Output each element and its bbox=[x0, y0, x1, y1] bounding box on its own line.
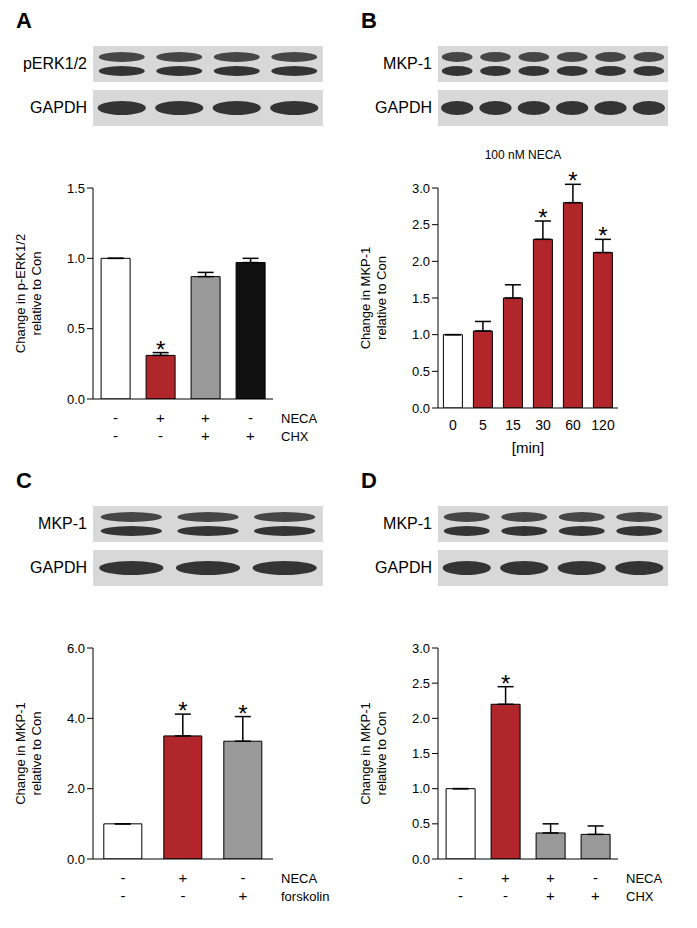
svg-text:relative to Con: relative to Con bbox=[29, 712, 44, 796]
svg-text:NECA: NECA bbox=[626, 871, 662, 886]
svg-text:2.0: 2.0 bbox=[67, 781, 85, 796]
svg-text:-: - bbox=[248, 409, 253, 426]
svg-text:-: - bbox=[121, 887, 126, 904]
svg-text:Change in MKP-1: Change in MKP-1 bbox=[13, 702, 28, 805]
svg-text:+: + bbox=[546, 887, 555, 904]
svg-text:+: + bbox=[501, 869, 510, 886]
html-text:D: D bbox=[361, 468, 377, 493]
html-text:GAPDH: GAPDH bbox=[30, 99, 87, 116]
svg-text:0.0: 0.0 bbox=[67, 852, 85, 867]
svg-text:0.5: 0.5 bbox=[67, 321, 85, 336]
svg-text:0.0: 0.0 bbox=[67, 392, 85, 407]
svg-text:5: 5 bbox=[479, 417, 487, 433]
html-text:pERK1/2: pERK1/2 bbox=[23, 55, 87, 72]
svg-text:-: - bbox=[113, 427, 118, 444]
svg-text:120: 120 bbox=[591, 417, 615, 433]
svg-text:15: 15 bbox=[505, 417, 521, 433]
svg-text:NECA: NECA bbox=[281, 871, 317, 886]
svg-text:relative to Con: relative to Con bbox=[374, 712, 389, 796]
svg-text:2.5: 2.5 bbox=[412, 676, 430, 691]
svg-text:+: + bbox=[156, 409, 165, 426]
svg-text:[min]: [min] bbox=[512, 439, 545, 456]
svg-text:relative to Con: relative to Con bbox=[374, 256, 389, 340]
svg-text:3.0: 3.0 bbox=[412, 641, 430, 656]
svg-text:2.0: 2.0 bbox=[412, 254, 430, 269]
svg-text:+: + bbox=[201, 427, 210, 444]
svg-text:-: - bbox=[121, 869, 126, 886]
svg-text:-: - bbox=[458, 869, 463, 886]
svg-text:3.0: 3.0 bbox=[412, 181, 430, 196]
svg-text:0: 0 bbox=[449, 417, 457, 433]
html-text:MKP-1: MKP-1 bbox=[383, 515, 432, 532]
svg-text:+: + bbox=[591, 887, 600, 904]
svg-text:1.5: 1.5 bbox=[412, 291, 430, 306]
svg-text:Change in MKP-1: Change in MKP-1 bbox=[358, 702, 373, 805]
svg-text:CHX: CHX bbox=[626, 889, 654, 904]
svg-text:-: - bbox=[181, 887, 186, 904]
svg-text:forskolin: forskolin bbox=[281, 889, 329, 904]
svg-text:1.5: 1.5 bbox=[67, 181, 85, 196]
html-text:MKP-1: MKP-1 bbox=[38, 515, 87, 532]
svg-text:60: 60 bbox=[565, 417, 581, 433]
svg-text:+: + bbox=[546, 869, 555, 886]
svg-text:-: - bbox=[458, 887, 463, 904]
svg-text:NECA: NECA bbox=[281, 411, 317, 426]
svg-text:-: - bbox=[503, 887, 508, 904]
svg-text:+: + bbox=[179, 869, 188, 886]
html-text:B: B bbox=[361, 8, 377, 33]
svg-text:6.0: 6.0 bbox=[67, 641, 85, 656]
svg-text:0.0: 0.0 bbox=[412, 852, 430, 867]
svg-text:4.0: 4.0 bbox=[67, 711, 85, 726]
svg-text:+: + bbox=[246, 427, 255, 444]
svg-text:0.5: 0.5 bbox=[412, 816, 430, 831]
svg-text:-: - bbox=[593, 869, 598, 886]
svg-text:CHX: CHX bbox=[281, 429, 309, 444]
html-text:A: A bbox=[16, 8, 32, 33]
svg-text:*: * bbox=[538, 204, 547, 231]
svg-text:-: - bbox=[113, 409, 118, 426]
html-text:MKP-1: MKP-1 bbox=[383, 55, 432, 72]
svg-text:2.5: 2.5 bbox=[412, 217, 430, 232]
svg-text:2.0: 2.0 bbox=[412, 711, 430, 726]
html-text:GAPDH: GAPDH bbox=[375, 99, 432, 116]
svg-text:-: - bbox=[241, 869, 246, 886]
svg-text:0.0: 0.0 bbox=[412, 401, 430, 416]
svg-text:Change in MKP-1: Change in MKP-1 bbox=[358, 247, 373, 350]
svg-text:30: 30 bbox=[535, 417, 551, 433]
html-text:GAPDH: GAPDH bbox=[375, 559, 432, 576]
svg-text:*: * bbox=[568, 167, 577, 194]
svg-text:*: * bbox=[178, 697, 187, 724]
svg-text:1.0: 1.0 bbox=[67, 251, 85, 266]
svg-text:-: - bbox=[158, 427, 163, 444]
svg-text:+: + bbox=[201, 409, 210, 426]
html-text:GAPDH: GAPDH bbox=[30, 559, 87, 576]
svg-text:1.0: 1.0 bbox=[412, 781, 430, 796]
svg-text:*: * bbox=[238, 700, 247, 727]
svg-text:relative to Con: relative to Con bbox=[29, 252, 44, 336]
svg-text:0.5: 0.5 bbox=[412, 364, 430, 379]
svg-text:+: + bbox=[239, 887, 248, 904]
svg-text:*: * bbox=[501, 670, 510, 697]
svg-text:Change in p-ERK1/2: Change in p-ERK1/2 bbox=[13, 234, 28, 353]
svg-text:*: * bbox=[598, 222, 607, 249]
svg-text:*: * bbox=[156, 336, 165, 363]
html-text:C: C bbox=[16, 468, 32, 493]
svg-text:1.5: 1.5 bbox=[412, 746, 430, 761]
svg-text:1.0: 1.0 bbox=[412, 327, 430, 342]
html-text:100 nM NECA: 100 nM NECA bbox=[484, 148, 562, 162]
